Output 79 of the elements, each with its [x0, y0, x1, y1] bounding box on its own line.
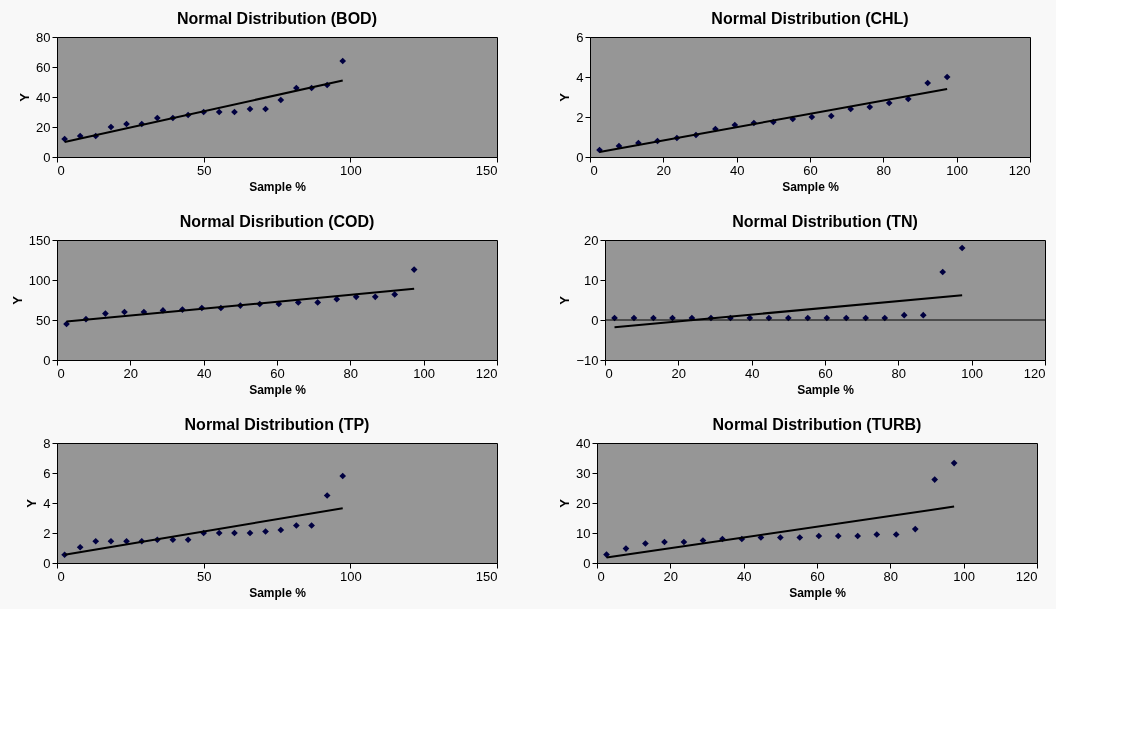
chart-title: Normal Distribution (CHL)	[711, 10, 909, 27]
y-tick-label: 4	[576, 69, 584, 85]
x-tick-label: 100	[339, 568, 362, 584]
x-tick-label: 20	[671, 365, 687, 381]
x-tick-label: 40	[736, 568, 752, 584]
y-tick-label: 40	[576, 435, 591, 451]
y-axis-title: Y	[9, 295, 25, 305]
y-tick-label: 60	[36, 59, 51, 75]
y-tick-label: 80	[36, 29, 51, 45]
y-axis-title: Y	[557, 92, 573, 102]
x-tick-label: 60	[810, 568, 825, 584]
y-tick-label: 8	[43, 435, 51, 451]
x-axis-title: Sample %	[249, 179, 307, 194]
chart-title: Normal Distribution (BOD)	[177, 10, 377, 27]
x-tick-label: 0	[605, 365, 613, 381]
chart-title: Normal Disribution (COD)	[179, 213, 375, 230]
x-tick-label: 100	[953, 568, 976, 584]
y-tick-label: 0	[576, 149, 584, 165]
x-tick-label: 120	[1023, 365, 1046, 381]
y-axis-title: Y	[24, 498, 40, 508]
y-axis-title: Y	[557, 498, 573, 508]
y-tick-label: 0	[43, 555, 51, 571]
x-axis-title: Sample %	[797, 382, 855, 397]
x-axis-title: Sample %	[249, 585, 307, 600]
x-tick-label: 0	[57, 568, 65, 584]
x-tick-label: 40	[196, 365, 212, 381]
x-tick-label: 60	[803, 162, 818, 178]
x-tick-label: 50	[196, 568, 212, 584]
y-tick-label: 50	[36, 312, 51, 328]
y-tick-label: 0	[583, 555, 591, 571]
y-tick-label: 0	[591, 312, 599, 328]
x-tick-label: 120	[475, 365, 498, 381]
x-tick-label: 80	[891, 365, 907, 381]
y-tick-label: 10	[576, 525, 591, 541]
x-tick-label: 20	[123, 365, 139, 381]
x-axis-title: Sample %	[249, 382, 307, 397]
x-axis-title: Sample %	[782, 179, 840, 194]
x-tick-label: 100	[946, 162, 969, 178]
chart-title: Normal Distribution (TN)	[732, 213, 918, 230]
y-tick-label: 20	[576, 495, 591, 511]
y-tick-label: 2	[576, 109, 584, 125]
y-tick-label: 6	[43, 465, 51, 481]
y-axis-title: Y	[557, 295, 573, 305]
x-tick-label: 80	[343, 365, 359, 381]
y-axis-title: Y	[17, 92, 33, 102]
x-tick-label: 60	[270, 365, 285, 381]
y-tick-label: 100	[28, 272, 51, 288]
x-tick-label: 150	[475, 162, 498, 178]
x-tick-label: 100	[339, 162, 362, 178]
x-tick-label: 120	[1008, 162, 1031, 178]
x-tick-label: 80	[876, 162, 892, 178]
x-tick-label: 0	[57, 365, 65, 381]
x-tick-label: 40	[729, 162, 745, 178]
x-tick-label: 50	[196, 162, 212, 178]
y-tick-label: 2	[43, 525, 51, 541]
y-tick-label: −10	[576, 352, 599, 368]
x-tick-label: 0	[57, 162, 65, 178]
x-axis-title: Sample %	[789, 585, 847, 600]
x-tick-label: 120	[1015, 568, 1038, 584]
x-tick-label: 100	[413, 365, 436, 381]
y-tick-label: 10	[584, 272, 599, 288]
y-tick-label: 20	[584, 232, 599, 248]
y-tick-label: 0	[43, 352, 51, 368]
y-tick-label: 0	[43, 149, 51, 165]
y-tick-label: 30	[576, 465, 591, 481]
x-tick-label: 20	[663, 568, 679, 584]
x-tick-label: 60	[818, 365, 833, 381]
y-tick-label: 4	[43, 495, 51, 511]
x-tick-label: 100	[961, 365, 984, 381]
y-tick-label: 40	[36, 89, 51, 105]
x-tick-label: 40	[744, 365, 760, 381]
x-tick-label: 150	[475, 568, 498, 584]
y-tick-label: 6	[576, 29, 584, 45]
chart-title: Normal Distribution (TURB)	[712, 416, 922, 433]
x-tick-label: 80	[883, 568, 899, 584]
y-tick-label: 150	[28, 232, 51, 248]
y-tick-label: 20	[36, 119, 51, 135]
chart-title: Normal Distribution (TP)	[184, 416, 370, 433]
x-tick-label: 20	[656, 162, 672, 178]
